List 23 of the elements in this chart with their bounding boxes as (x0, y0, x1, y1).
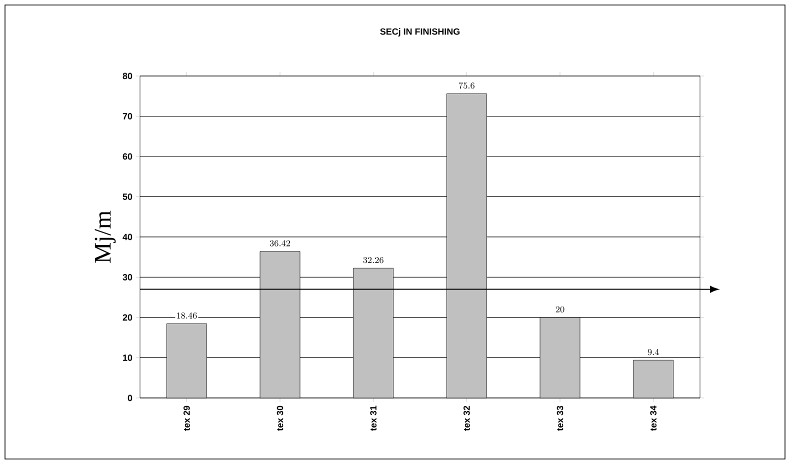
x-tick-label: tex 31 (370, 406, 377, 431)
data-label: 32.26 (363, 256, 384, 264)
y-axis-title: Mj/m (94, 210, 116, 263)
data-label: 36.42 (270, 240, 290, 246)
y-tick-label: 40 (122, 234, 132, 240)
y-tick-label: 0 (128, 394, 132, 402)
x-tick-label: tex 32 (463, 406, 470, 431)
data-label: 75.6 (459, 82, 474, 89)
y-tick-label: 50 (122, 194, 132, 200)
y-tick-label: 60 (122, 153, 132, 160)
x-tick-label: tex 33 (556, 406, 564, 431)
y-tick-label: 20 (122, 314, 132, 321)
x-tick-label: tex 29 (183, 406, 190, 431)
y-tick-label: 10 (123, 354, 132, 361)
data-label: 9.4 (648, 348, 659, 356)
y-tick-label: 80 (122, 72, 132, 80)
data-label: 18.46 (177, 312, 197, 319)
x-tick-label: tex 30 (276, 406, 284, 431)
x-tick-label: tex 34 (650, 406, 657, 431)
y-tick-label: 70 (122, 113, 132, 120)
chart-title: SECj IN FINISHING (380, 28, 460, 36)
data-label: 20 (556, 306, 564, 312)
y-tick-label: 30 (122, 274, 132, 280)
